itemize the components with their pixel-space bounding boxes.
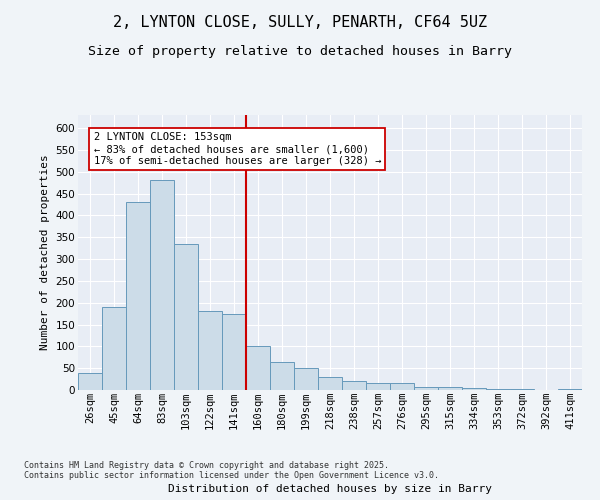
Bar (486, 388, 510, 390)
Bar (414, 387, 438, 390)
Bar (318, 377, 342, 390)
Text: Contains HM Land Registry data © Crown copyright and database right 2025.
Contai: Contains HM Land Registry data © Crown c… (24, 460, 439, 480)
Bar (198, 312, 222, 390)
Bar (102, 307, 126, 390)
Bar (462, 388, 486, 390)
Bar (390, 384, 414, 390)
X-axis label: Distribution of detached houses by size in Barry: Distribution of detached houses by size … (168, 484, 492, 494)
Bar (222, 314, 246, 390)
Bar (366, 384, 390, 390)
Bar (294, 368, 318, 390)
Bar (150, 180, 174, 390)
Text: Size of property relative to detached houses in Barry: Size of property relative to detached ho… (88, 45, 512, 58)
Text: 2, LYNTON CLOSE, SULLY, PENARTH, CF64 5UZ: 2, LYNTON CLOSE, SULLY, PENARTH, CF64 5U… (113, 15, 487, 30)
Bar (246, 346, 270, 390)
Y-axis label: Number of detached properties: Number of detached properties (40, 154, 50, 350)
Bar (270, 362, 294, 390)
Bar (558, 389, 582, 390)
Text: 2 LYNTON CLOSE: 153sqm
← 83% of detached houses are smaller (1,600)
17% of semi-: 2 LYNTON CLOSE: 153sqm ← 83% of detached… (94, 132, 381, 166)
Bar (438, 387, 462, 390)
Bar (78, 372, 102, 390)
Bar (510, 389, 534, 390)
Bar (174, 244, 198, 390)
Bar (126, 202, 150, 390)
Bar (342, 382, 366, 390)
